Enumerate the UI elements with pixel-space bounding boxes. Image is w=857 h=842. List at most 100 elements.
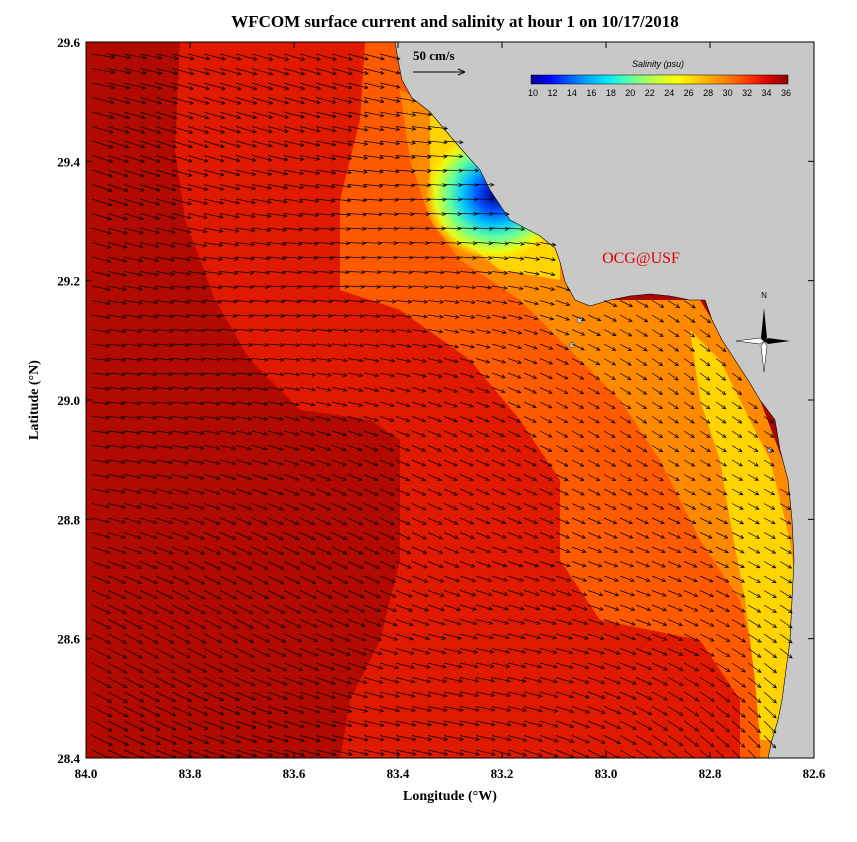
current-vector xyxy=(123,503,142,509)
current-vector xyxy=(779,561,793,569)
current-vector xyxy=(395,299,413,304)
current-vector xyxy=(587,749,605,758)
current-vector xyxy=(283,416,300,422)
current-vector xyxy=(395,590,413,598)
current-vector xyxy=(475,343,491,349)
current-vector xyxy=(523,343,538,350)
current-vector xyxy=(315,184,336,189)
current-vector xyxy=(411,619,430,626)
x-tick-label: 83.0 xyxy=(595,766,618,781)
current-vector xyxy=(315,706,337,714)
current-vector xyxy=(267,313,286,318)
current-vector xyxy=(187,735,210,744)
current-vector xyxy=(523,706,543,713)
current-vector xyxy=(219,691,241,701)
current-vector xyxy=(491,648,511,654)
current-vector xyxy=(555,720,575,728)
current-vector xyxy=(347,459,363,467)
current-vector xyxy=(267,169,289,176)
current-vector xyxy=(171,691,193,702)
current-vector xyxy=(427,619,446,626)
y-tick-label: 28.4 xyxy=(57,751,80,766)
current-vector xyxy=(315,313,333,318)
current-vector xyxy=(411,561,428,569)
current-vector xyxy=(107,401,126,406)
current-vector xyxy=(651,720,668,731)
current-vector xyxy=(107,386,126,391)
current-vector xyxy=(555,706,575,714)
current-vector xyxy=(763,488,776,496)
current-vector xyxy=(699,677,715,687)
current-vector xyxy=(475,706,496,712)
current-vector xyxy=(251,97,274,105)
current-vector xyxy=(315,648,335,657)
current-vector xyxy=(587,401,600,409)
current-vector xyxy=(219,503,237,510)
current-vector xyxy=(235,735,258,744)
current-vector xyxy=(363,677,384,684)
current-vector xyxy=(267,677,288,686)
current-vector xyxy=(251,459,268,466)
current-vector xyxy=(587,720,606,729)
current-vector xyxy=(235,357,253,362)
current-vector xyxy=(763,575,777,584)
current-vector xyxy=(235,590,254,600)
current-vector xyxy=(683,503,697,510)
current-vector xyxy=(363,387,380,393)
current-vector xyxy=(123,677,144,688)
current-vector xyxy=(203,445,221,451)
current-vector xyxy=(171,503,190,510)
current-vector xyxy=(203,169,225,177)
current-vector xyxy=(411,706,432,712)
current-vector xyxy=(683,358,695,367)
current-vector xyxy=(363,488,379,496)
current-vector xyxy=(219,401,237,406)
current-vector xyxy=(107,735,130,746)
current-vector xyxy=(219,720,241,730)
x-tick-label: 82.6 xyxy=(803,766,826,781)
current-vector xyxy=(603,590,620,597)
current-vector xyxy=(331,111,353,118)
current-vector xyxy=(251,53,274,61)
current-vector xyxy=(699,720,715,732)
colorbar-tick-label: 20 xyxy=(625,88,635,98)
current-vector xyxy=(107,285,127,291)
current-vector xyxy=(587,517,602,525)
current-vector xyxy=(683,329,696,338)
current-vector xyxy=(459,387,475,393)
current-vector xyxy=(187,503,205,510)
current-vector xyxy=(491,575,508,582)
current-vector xyxy=(91,358,110,363)
current-vector xyxy=(459,488,474,496)
current-vector xyxy=(155,198,177,206)
current-vector xyxy=(123,184,145,192)
current-vector xyxy=(411,372,427,378)
current-vector xyxy=(523,358,538,365)
current-vector xyxy=(331,97,353,104)
current-vector xyxy=(491,300,508,305)
current-vector xyxy=(235,242,256,247)
current-vector xyxy=(539,546,555,553)
current-vector xyxy=(315,677,336,685)
current-vector xyxy=(251,633,271,643)
current-vector xyxy=(603,677,622,685)
current-vector xyxy=(347,720,369,727)
current-vector xyxy=(107,488,126,494)
current-vector xyxy=(619,648,637,656)
current-vector xyxy=(427,720,448,727)
current-vector xyxy=(507,416,522,423)
current-vector xyxy=(379,155,401,160)
current-vector xyxy=(651,488,665,496)
current-vector xyxy=(235,416,253,421)
current-vector xyxy=(331,372,348,378)
y-tick-label: 28.8 xyxy=(57,512,80,527)
current-vector xyxy=(699,358,711,367)
current-vector xyxy=(699,372,711,381)
current-vector xyxy=(187,720,209,730)
current-vector xyxy=(123,604,143,614)
current-vector xyxy=(187,474,205,480)
current-vector xyxy=(315,488,332,496)
current-vector xyxy=(603,488,617,496)
current-vector xyxy=(667,561,682,568)
current-vector xyxy=(523,387,538,394)
